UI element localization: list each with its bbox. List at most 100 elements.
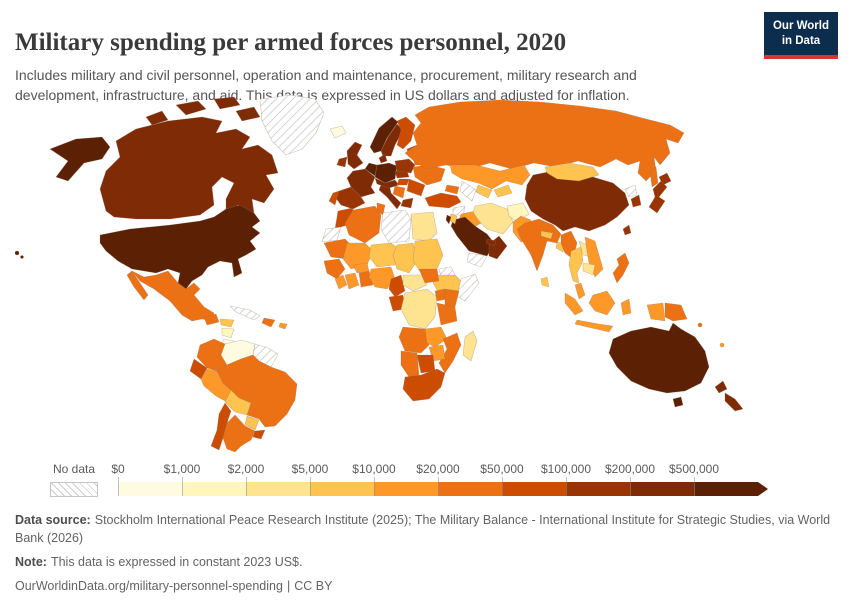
country-australia[interactable] — [608, 322, 710, 394]
country-sumatra[interactable] — [564, 292, 584, 316]
country-chad[interactable] — [392, 242, 418, 274]
country-sudan[interactable] — [412, 238, 444, 274]
country-canada[interactable] — [99, 116, 279, 220]
country-angola[interactable] — [398, 326, 430, 354]
legend-bar[interactable]: $0 $1,000 $2,000 $5,000 $10,000 $20,000 $50,00… — [111, 462, 798, 498]
country-papua-new-guinea[interactable] — [664, 302, 688, 322]
country-mongolia[interactable] — [544, 162, 600, 182]
country-united-states[interactable] — [99, 204, 261, 290]
country-nepal[interactable] — [540, 230, 554, 240]
country-kenya[interactable] — [444, 288, 460, 308]
country-tasmania[interactable] — [672, 396, 684, 408]
country-burkina-faso[interactable] — [352, 262, 370, 274]
country-north-korea[interactable] — [624, 184, 638, 198]
country-south-africa[interactable] — [402, 368, 446, 402]
country-madagascar[interactable] — [462, 330, 478, 362]
country-russia[interactable] — [404, 99, 685, 182]
country-puerto-rico[interactable] — [278, 322, 288, 330]
country-borneo[interactable] — [588, 290, 616, 316]
country-hawaii[interactable] — [14, 250, 20, 256]
country-japan[interactable] — [648, 180, 668, 214]
country-canada-arctic-islands[interactable] — [235, 106, 261, 122]
country-bolivia[interactable] — [224, 389, 252, 416]
country-south-sudan[interactable] — [418, 268, 440, 284]
country-honduras[interactable] — [219, 318, 235, 328]
country-vietnam[interactable] — [584, 236, 604, 278]
country-java[interactable] — [574, 319, 614, 333]
country-western-sahara[interactable] — [321, 226, 342, 243]
country-denmark[interactable] — [378, 153, 388, 164]
country-norway[interactable] — [369, 116, 399, 154]
country-canada-arctic-islands[interactable] — [213, 96, 241, 110]
country-nicaragua[interactable] — [221, 327, 235, 339]
country-finland[interactable] — [396, 116, 416, 150]
country-argentina[interactable] — [222, 414, 256, 453]
country-zambia[interactable] — [424, 326, 448, 348]
country-sierra-leone-liberia[interactable] — [334, 274, 348, 290]
country-libya[interactable] — [380, 209, 412, 244]
country-philippines[interactable] — [612, 252, 630, 284]
country-hungary[interactable] — [396, 178, 410, 186]
country-south-korea[interactable] — [630, 194, 642, 208]
country-egypt[interactable] — [410, 211, 438, 242]
country-central-african-republic[interactable] — [402, 274, 428, 292]
country-turkmenistan[interactable] — [459, 180, 477, 202]
country-west-papua[interactable] — [646, 302, 666, 322]
country-new-zealand-south[interactable] — [724, 392, 744, 412]
country-ivory-coast[interactable] — [344, 272, 360, 290]
country-mexico[interactable] — [131, 270, 215, 322]
country-dr-congo[interactable] — [400, 288, 438, 330]
country-uzbekistan[interactable] — [475, 184, 493, 199]
country-hawaii[interactable] — [20, 255, 24, 259]
country-united-kingdom[interactable] — [346, 141, 364, 170]
country-turkey[interactable] — [424, 192, 462, 209]
country-ireland[interactable] — [336, 156, 348, 168]
country-greenland[interactable] — [259, 94, 325, 156]
country-tanzania[interactable] — [436, 302, 458, 326]
country-iceland[interactable] — [329, 125, 347, 139]
country-mozambique[interactable] — [438, 332, 462, 374]
footer-url-link[interactable]: OurWorldinData.org/military-personnel-sp… — [15, 579, 283, 594]
country-portugal[interactable] — [328, 190, 340, 206]
owid-logo[interactable]: Our World in Data — [764, 12, 838, 59]
country-hispaniola[interactable] — [261, 317, 276, 328]
country-new-zealand-north[interactable] — [714, 380, 728, 394]
country-niger[interactable] — [368, 242, 402, 268]
country-canada-arctic-islands[interactable] — [175, 100, 207, 116]
country-greece[interactable] — [400, 197, 414, 209]
country-somalia[interactable] — [456, 273, 480, 302]
country-taiwan[interactable] — [622, 224, 632, 236]
country-uae-qatar[interactable] — [485, 238, 497, 247]
country-cameroon[interactable] — [388, 274, 406, 298]
legend-no-data-swatch[interactable] — [50, 482, 98, 497]
country-cuba[interactable] — [229, 305, 261, 321]
country-kazakhstan[interactable] — [449, 164, 531, 190]
country-alaska[interactable] — [49, 136, 111, 182]
country-senegal-guinea[interactable] — [323, 258, 346, 280]
country-paraguay[interactable] — [244, 415, 260, 431]
country-canada-arctic-islands[interactable] — [145, 110, 169, 126]
country-namibia[interactable] — [400, 350, 420, 378]
country-sulawesi[interactable] — [620, 298, 632, 316]
country-romania-bulgaria[interactable] — [406, 178, 426, 197]
country-iran[interactable] — [472, 202, 514, 235]
country-algeria[interactable] — [344, 205, 382, 244]
country-cambodia[interactable] — [582, 262, 596, 276]
country-guatemala[interactable] — [203, 313, 220, 326]
country-botswana[interactable] — [416, 354, 436, 374]
country-india[interactable] — [516, 218, 562, 272]
country-thailand[interactable] — [568, 246, 584, 284]
country-baja-california[interactable] — [126, 270, 149, 301]
country-malaysia[interactable] — [574, 282, 586, 300]
country-yemen[interactable] — [466, 252, 488, 268]
country-poland[interactable] — [394, 158, 416, 174]
country-fiji[interactable] — [719, 342, 725, 348]
country-uruguay[interactable] — [252, 429, 266, 440]
country-nigeria[interactable] — [368, 266, 396, 290]
country-sakhalin[interactable] — [649, 166, 659, 188]
country-chile[interactable] — [210, 402, 232, 451]
country-benelux[interactable] — [364, 162, 378, 177]
country-sri-lanka[interactable] — [540, 276, 550, 288]
country-solomon-islands[interactable] — [697, 322, 703, 328]
country-israel[interactable] — [445, 214, 452, 225]
